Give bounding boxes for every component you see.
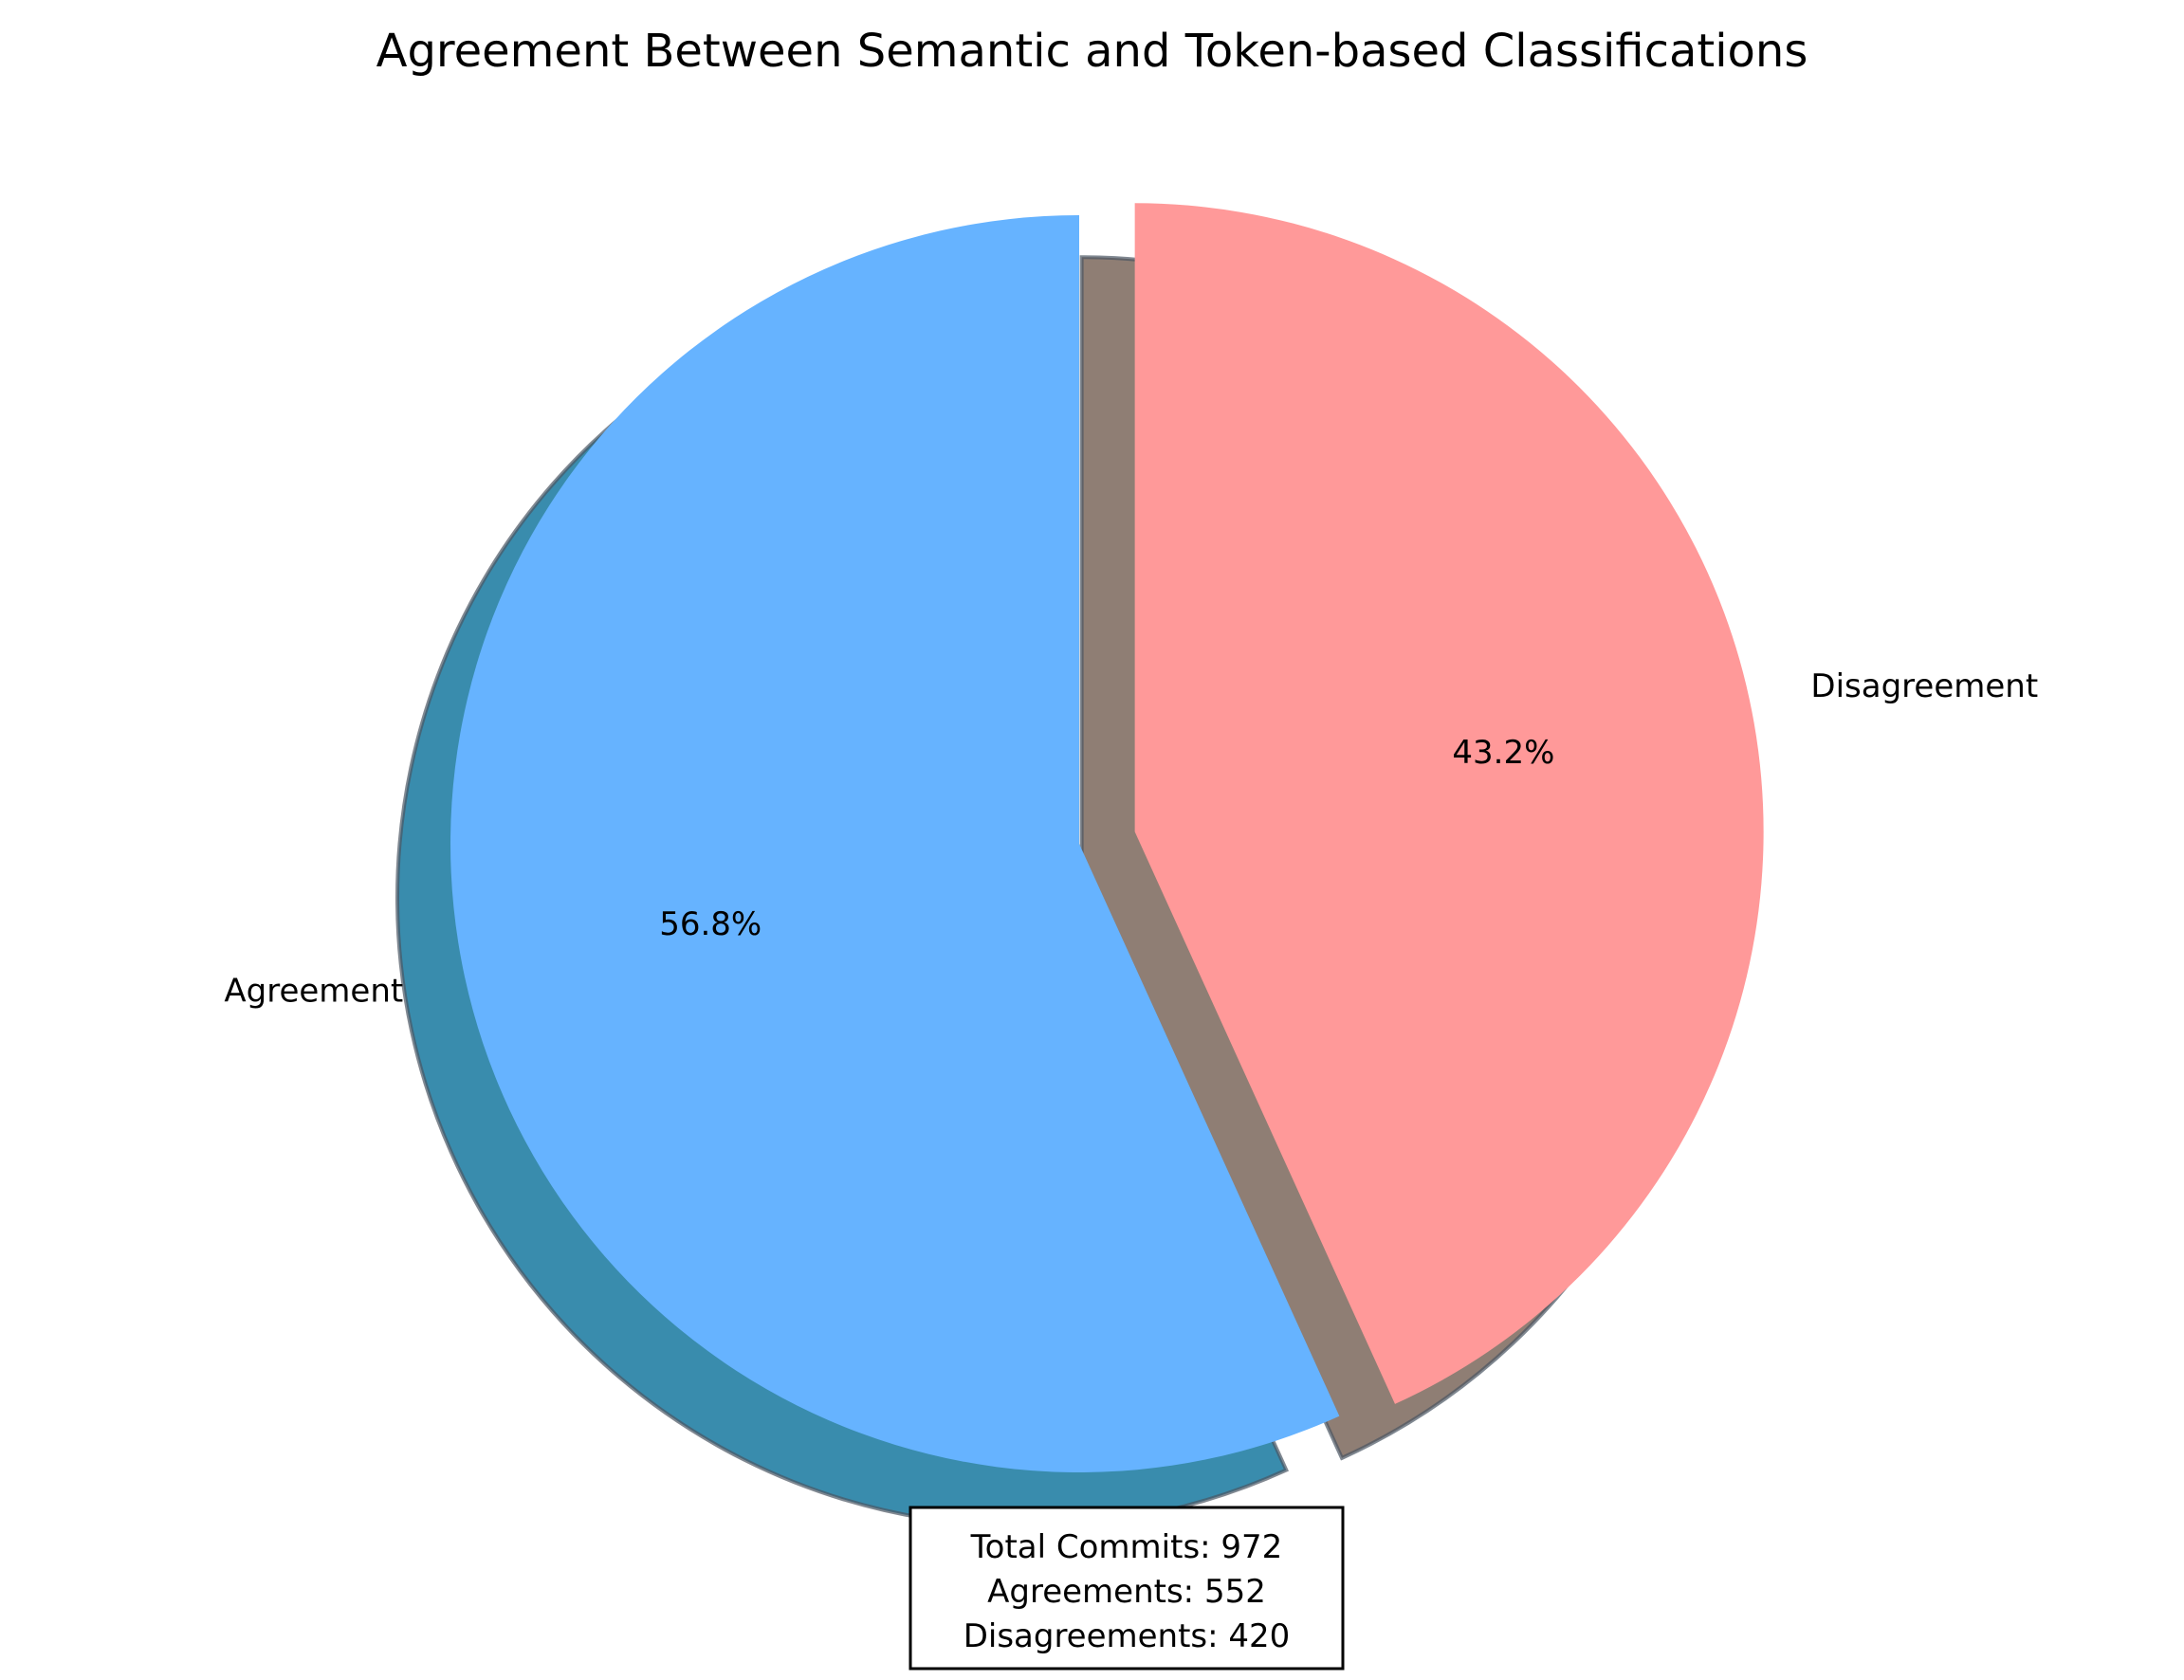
slice-label-disagreement: Disagreement bbox=[1810, 667, 2038, 705]
label-layer: 56.8% Agreement 43.2% Disagreement bbox=[224, 667, 2038, 1010]
summary-box-frame bbox=[908, 1506, 1345, 1671]
chart-title: Agreement Between Semantic and Token-bas… bbox=[376, 25, 1808, 78]
slice-agreement bbox=[450, 215, 1340, 1473]
slice-disagreement bbox=[1134, 203, 1764, 1404]
slice-layer bbox=[450, 203, 1764, 1473]
summary-total-commits: Total Commits: 972 bbox=[970, 1528, 1283, 1566]
percent-label-disagreement: 43.2% bbox=[1452, 734, 1554, 772]
slice-label-agreement: Agreement bbox=[224, 972, 403, 1010]
percent-label-agreement: 56.8% bbox=[659, 905, 762, 943]
summary-agreements: Agreements: 552 bbox=[987, 1573, 1266, 1611]
summary-box: Total Commits: 972 Agreements: 552 Disag… bbox=[908, 1506, 1345, 1671]
summary-disagreements: Disagreements: 420 bbox=[964, 1617, 1291, 1655]
